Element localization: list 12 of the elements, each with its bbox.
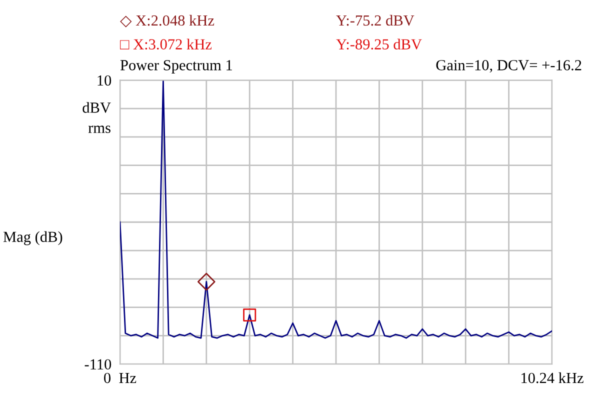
text: Y:-89.25 dBV — [336, 38, 422, 50]
y-tick-label: -110 — [84, 359, 112, 370]
y-axis-title: Mag (dB) — [3, 231, 62, 246]
chart-title: Power Spectrum 1 — [120, 60, 232, 74]
text: ◇ X:2.048 kHz — [120, 14, 214, 28]
x-tick-label: 0 Hz — [104, 372, 136, 384]
x-tick-label: 10.24 kHz — [522, 372, 584, 384]
text: □ X:3.072 kHz — [120, 38, 212, 50]
y-tick-label: 10 — [98, 75, 112, 86]
chart-subtitle: Gain=10, DCV= +-16.2 — [436, 60, 582, 73]
text: dBV rms — [82, 102, 111, 134]
text: Y:-75.2 dBV — [336, 14, 414, 26]
